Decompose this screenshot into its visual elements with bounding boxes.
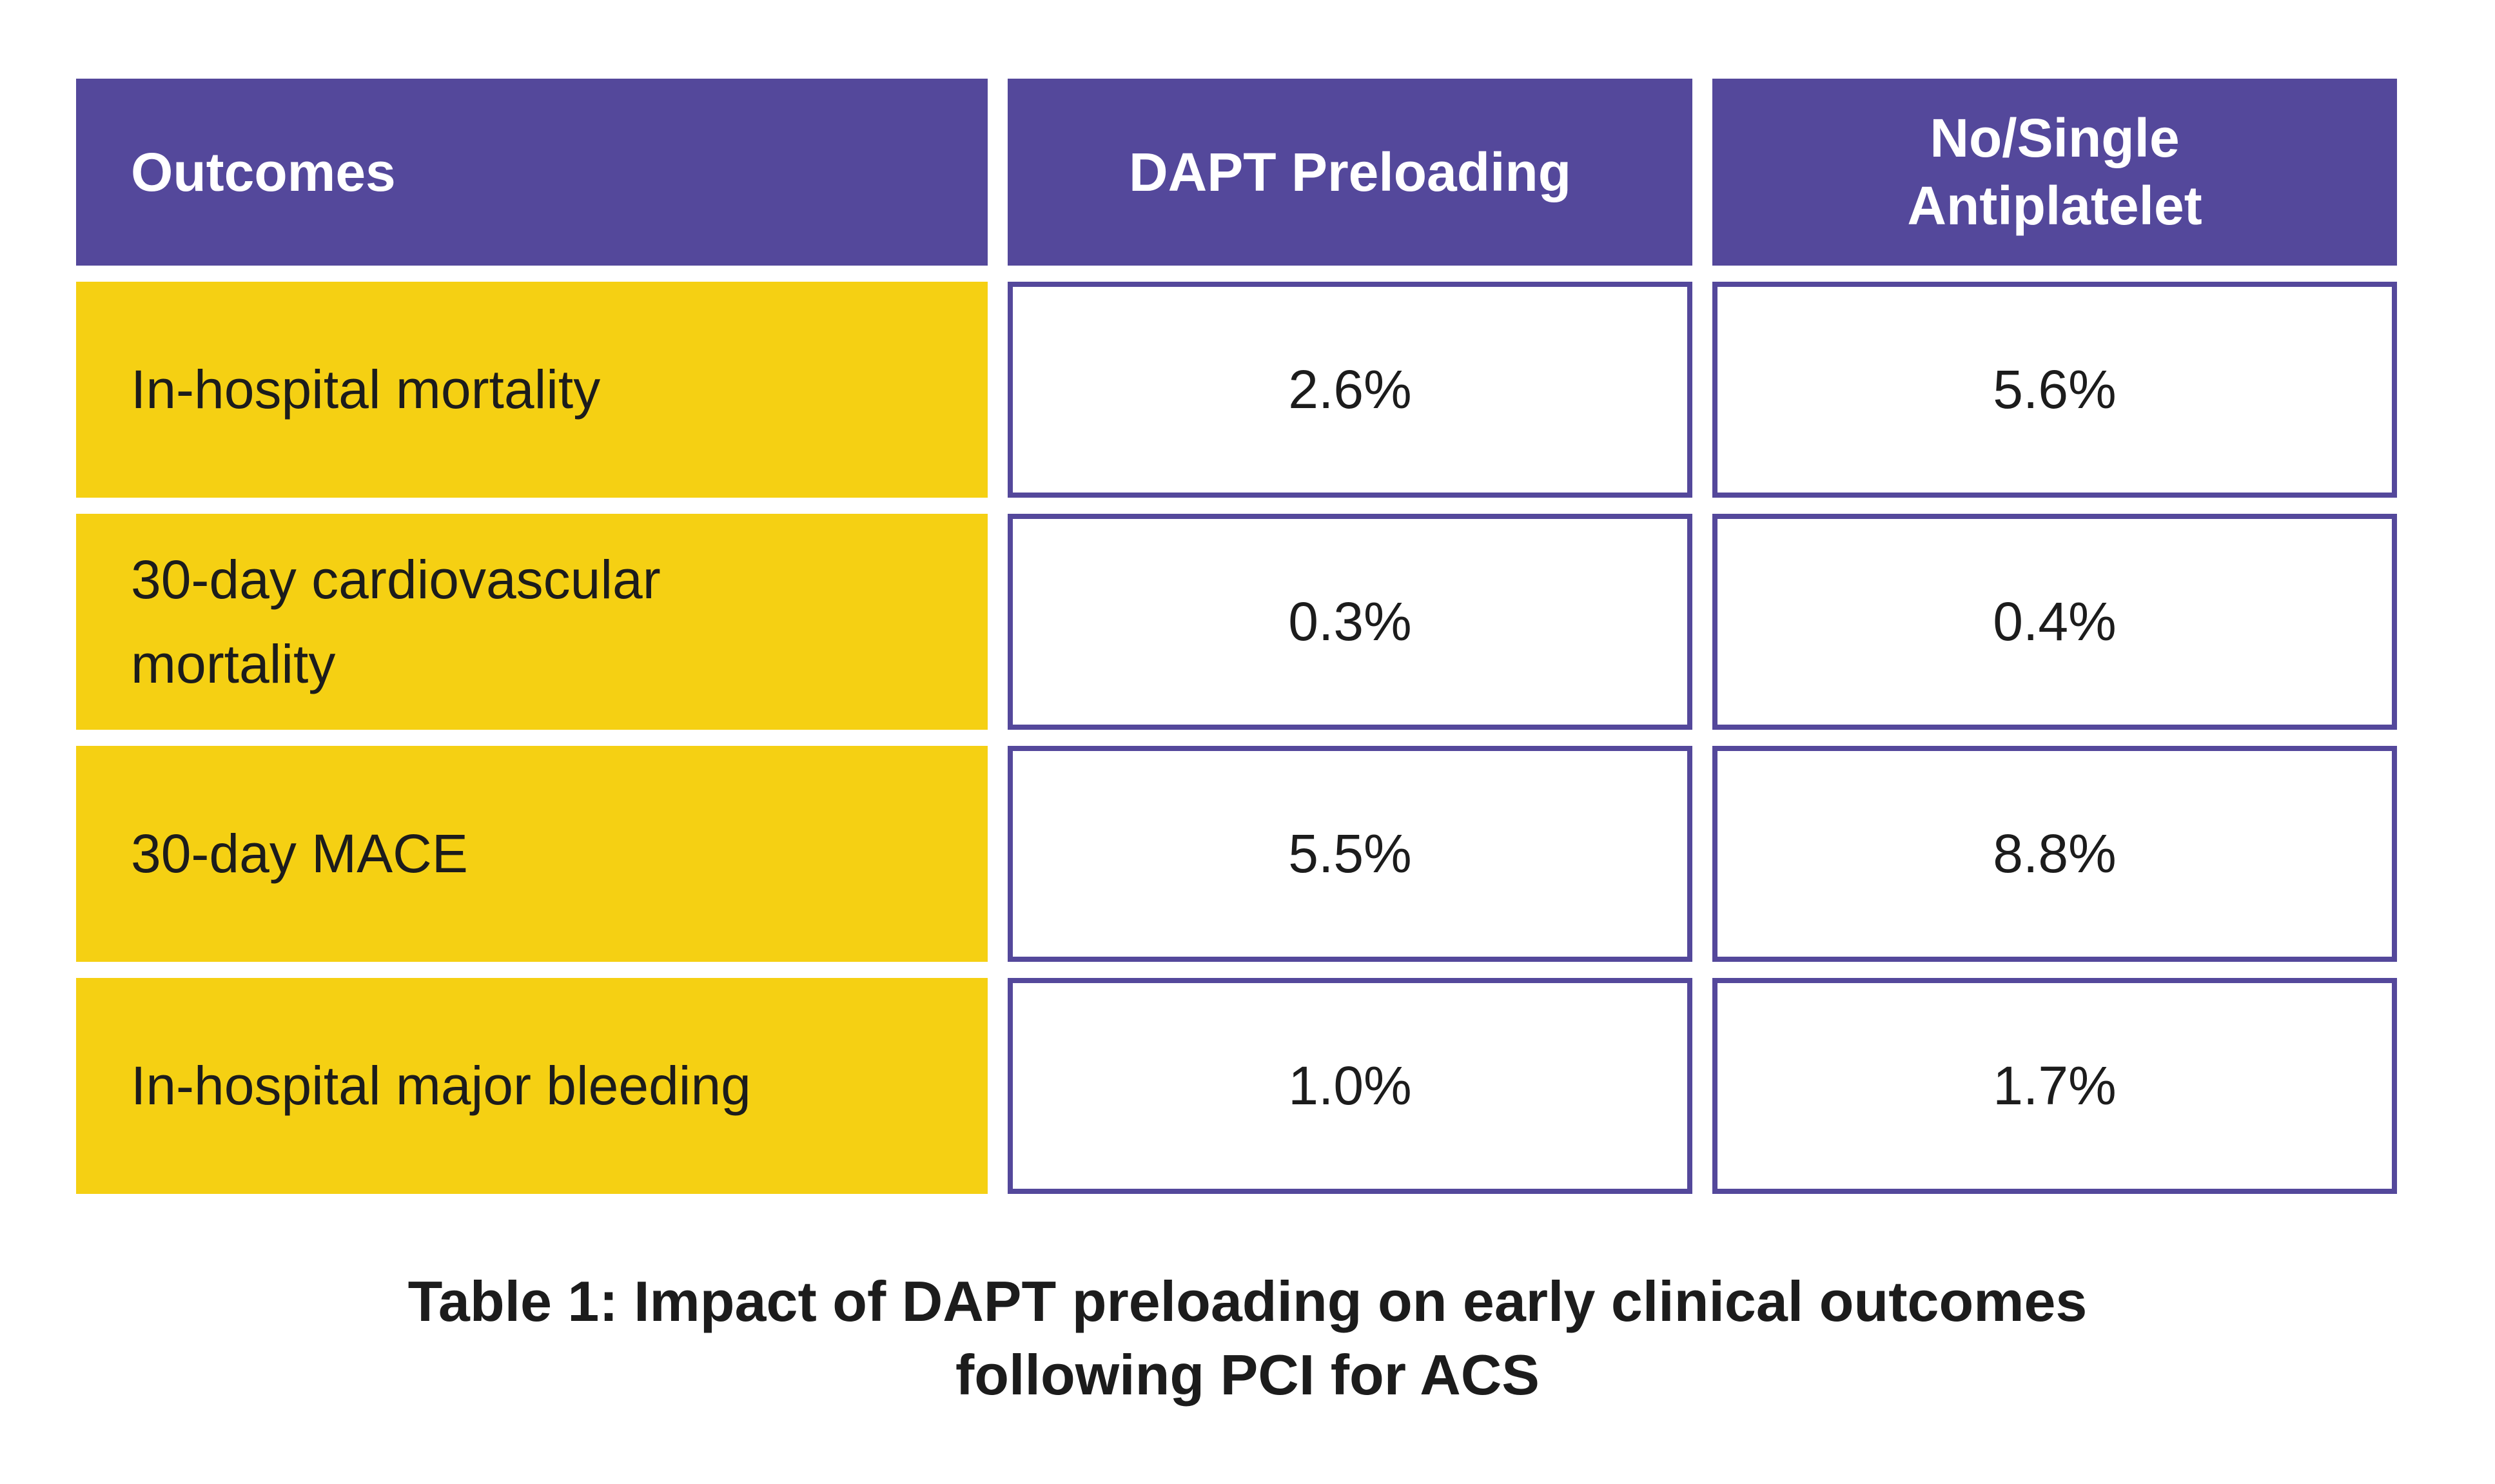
value-cell-no-single-in-hospital-mortality: 5.6% xyxy=(1712,282,2397,498)
row-label-text: 30-day MACE xyxy=(131,823,468,884)
column-header-dapt-preloading: DAPT Preloading xyxy=(1008,79,1692,266)
value-text: 5.5% xyxy=(1288,823,1412,884)
row-label-30-day-cardiovascular-mortality: 30-day cardiovascular mortality xyxy=(76,514,988,730)
value-text: 1.0% xyxy=(1288,1055,1412,1116)
column-header-dapt-preloading-label: DAPT Preloading xyxy=(1128,141,1572,202)
table-caption: Table 1: Impact of DAPT preloading on ea… xyxy=(407,1269,2088,1407)
value-text: 8.8% xyxy=(1993,823,2117,884)
row-label-in-hospital-mortality: In-hospital mortality xyxy=(76,282,988,498)
value-cell-no-single-in-hospital-major-bleeding: 1.7% xyxy=(1712,978,2397,1194)
row-label-text: In-hospital major bleeding xyxy=(131,1055,751,1117)
row-label-in-hospital-major-bleeding: In-hospital major bleeding xyxy=(76,978,988,1194)
row-label-text: 30-day cardiovascular mortality xyxy=(131,549,661,694)
column-header-outcomes: Outcomes xyxy=(76,79,988,266)
value-cell-dapt-30-day-mace: 5.5% xyxy=(1008,746,1692,962)
column-header-no-single-antiplatelet-label: No/Single Antiplatelet xyxy=(1907,108,2202,236)
value-cell-dapt-30-day-cv-mortality: 0.3% xyxy=(1008,514,1692,730)
row-label-text: In-hospital mortality xyxy=(131,359,601,420)
value-text: 1.7% xyxy=(1993,1055,2117,1116)
value-cell-no-single-30-day-mace: 8.8% xyxy=(1712,746,2397,962)
value-cell-no-single-30-day-cv-mortality: 0.4% xyxy=(1712,514,2397,730)
value-cell-dapt-in-hospital-major-bleeding: 1.0% xyxy=(1008,978,1692,1194)
value-text: 0.3% xyxy=(1288,591,1412,652)
value-text: 0.4% xyxy=(1993,591,2117,652)
row-label-30-day-mace: 30-day MACE xyxy=(76,746,988,962)
value-text: 5.6% xyxy=(1993,359,2117,420)
outcomes-table: Outcomes DAPT Preloading No/Single Antip… xyxy=(76,79,2397,1194)
value-text: 2.6% xyxy=(1288,359,1412,420)
value-cell-dapt-in-hospital-mortality: 2.6% xyxy=(1008,282,1692,498)
column-header-outcomes-label: Outcomes xyxy=(131,141,396,202)
column-header-no-single-antiplatelet: No/Single Antiplatelet xyxy=(1712,79,2397,266)
